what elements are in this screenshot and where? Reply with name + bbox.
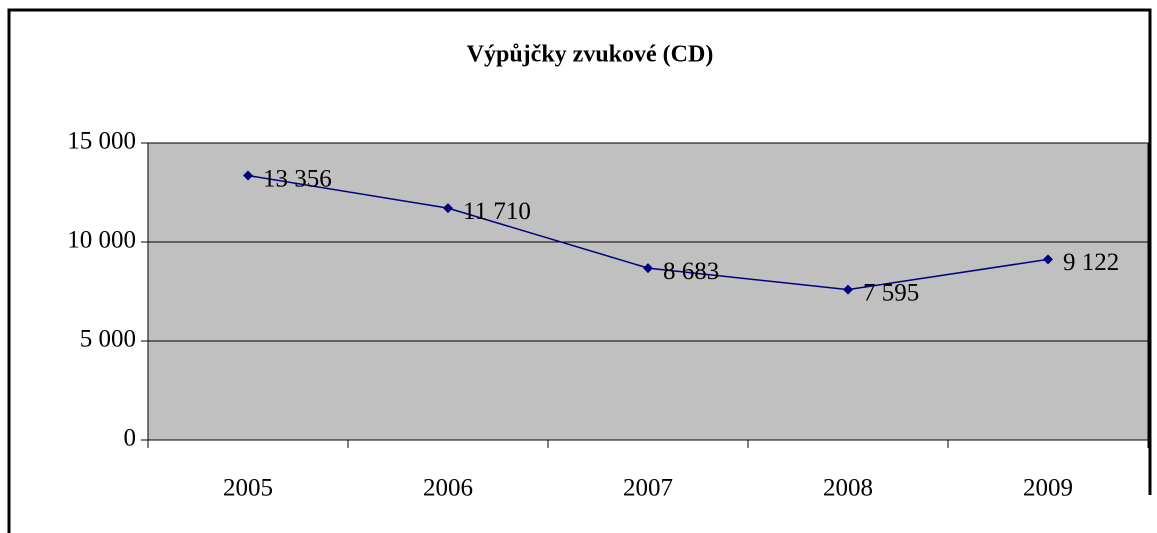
x-tick-label: 2005 [223,475,273,502]
marker [1043,254,1053,265]
marker [243,170,253,181]
data-label: 8 683 [663,258,719,285]
plot-area [147,142,1149,441]
data-label: 7 595 [863,279,919,306]
marker [843,284,853,295]
data-label: 13 356 [263,165,332,192]
x-tick-label: 2008 [823,475,873,502]
marker [443,203,453,214]
data-label: 11 710 [463,198,531,225]
y-tick-label: 15 000 [67,128,136,155]
data-label: 9 122 [1063,249,1119,276]
x-tick-label: 2006 [423,475,473,502]
y-tick-label: 10 000 [67,227,136,254]
marker [643,263,653,274]
chart-title: Výpůjčky zvukové (CD) [467,42,714,68]
y-tick-label: 0 [124,425,137,452]
frame [7,8,1152,533]
x-tick-label: 2007 [623,475,673,502]
x-tick-label: 2009 [1023,475,1073,502]
y-tick-label: 5 000 [80,326,136,353]
